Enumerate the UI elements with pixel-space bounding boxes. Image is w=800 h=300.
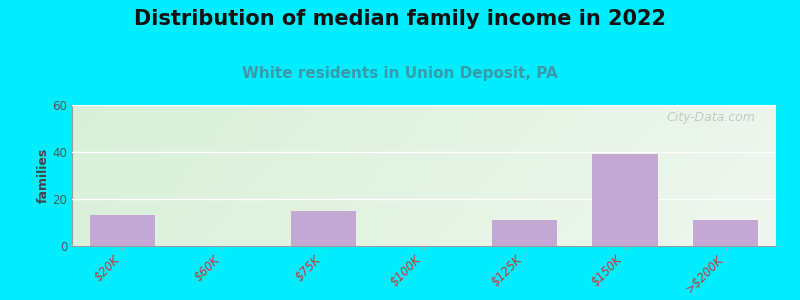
Bar bbox=[693, 220, 758, 246]
Text: Distribution of median family income in 2022: Distribution of median family income in … bbox=[134, 9, 666, 29]
Bar bbox=[90, 215, 155, 246]
Bar bbox=[593, 154, 658, 246]
Text: City-Data.com: City-Data.com bbox=[666, 111, 755, 124]
Bar bbox=[492, 220, 558, 246]
Text: White residents in Union Deposit, PA: White residents in Union Deposit, PA bbox=[242, 66, 558, 81]
Bar bbox=[290, 211, 356, 246]
Y-axis label: families: families bbox=[37, 148, 50, 203]
